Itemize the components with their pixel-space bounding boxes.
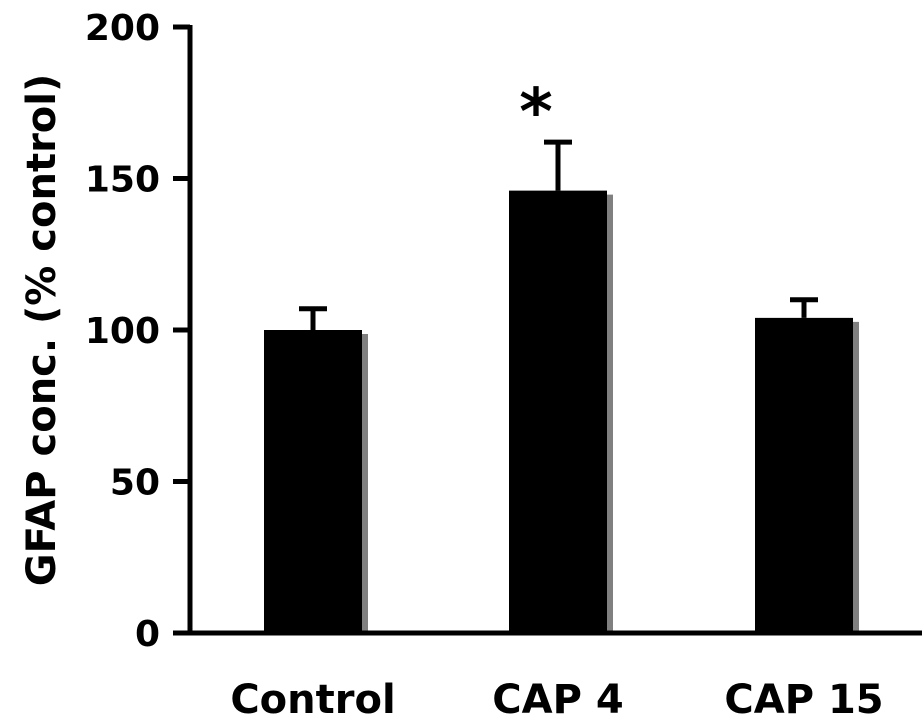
bar-control (264, 330, 362, 633)
y-tick-label-100: 100 (85, 311, 160, 352)
error-bars-layer (299, 139, 818, 330)
y-axis-title: GFAP conc. (% control) (19, 74, 65, 587)
y-tick-label-150: 150 (85, 160, 160, 201)
bar-cap-4 (509, 190, 607, 633)
x-category-label-cap-4: CAP 4 (492, 677, 623, 722)
y-tick-label-200: 200 (85, 8, 160, 49)
bar-cap-15 (755, 317, 853, 633)
y-tick-label-0: 0 (135, 614, 160, 655)
x-category-label-control: Control (230, 677, 395, 722)
significance-marker: * (519, 76, 552, 150)
labels-layer: Control CAP 4 CAP 15 * (230, 76, 883, 722)
bars-layer (264, 190, 859, 633)
y-ticks-layer: 0 50 100 150 200 (85, 8, 190, 655)
y-tick-label-50: 50 (110, 463, 160, 504)
x-category-label-cap-15: CAP 15 (724, 677, 883, 722)
